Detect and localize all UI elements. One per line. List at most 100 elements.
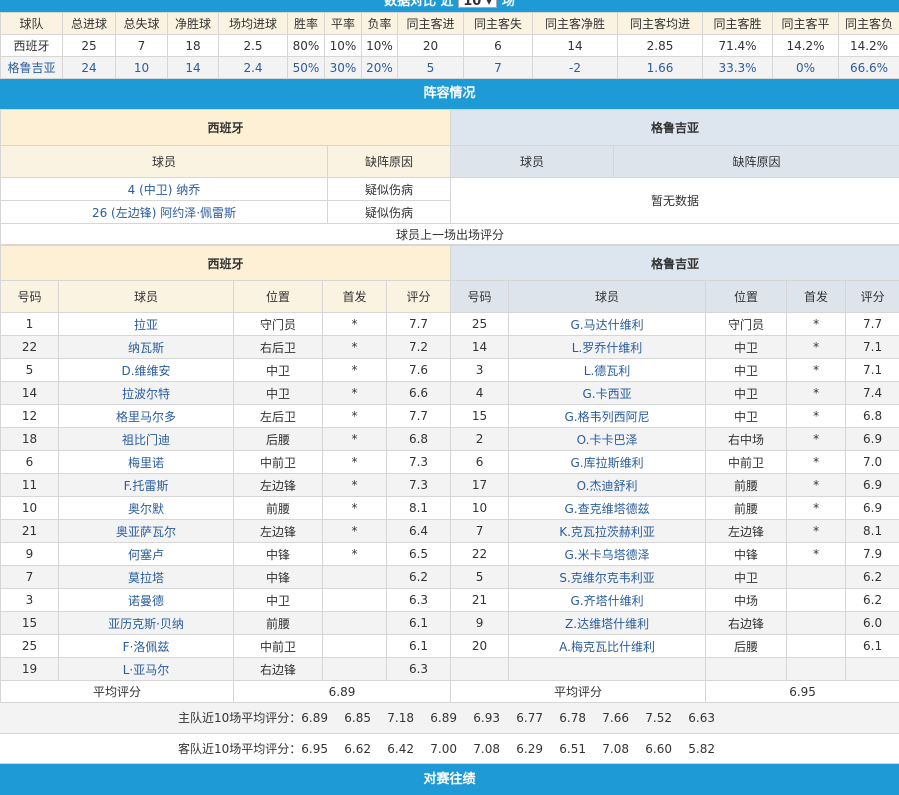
player-rating: 6.9 — [846, 497, 899, 520]
column-header: 总进球 — [63, 13, 116, 35]
player-link[interactable]: 何塞卢 — [59, 543, 234, 566]
player-number: 14 — [1, 382, 59, 405]
stat-cell: 14.2% — [773, 35, 839, 57]
player-link[interactable]: L.罗乔什维利 — [509, 336, 706, 359]
player-link[interactable]: Z.达维塔什维利 — [509, 612, 706, 635]
player-position: 中卫 — [706, 336, 787, 359]
player-link[interactable]: 祖比门迪 — [59, 428, 234, 451]
player-link[interactable]: 拉亚 — [59, 313, 234, 336]
player-rating: 6.9 — [846, 474, 899, 497]
player-link[interactable]: G.格韦列西阿尼 — [509, 405, 706, 428]
player-link[interactable]: G.卡西亚 — [509, 382, 706, 405]
player-link[interactable]: O.杰迪舒利 — [509, 474, 706, 497]
player-link[interactable]: G.库拉斯维利 — [509, 451, 706, 474]
player-link[interactable]: D.维维安 — [59, 359, 234, 382]
home-avg-rating: 6.89 — [234, 681, 451, 703]
player-position — [706, 658, 787, 681]
injured-player-link[interactable]: 4 (中卫) 纳乔 — [1, 178, 328, 201]
player-position: 中卫 — [234, 382, 323, 405]
player-link[interactable]: G.马达什维利 — [509, 313, 706, 336]
starter-mark: * — [323, 520, 387, 543]
player-link[interactable]: F.托雷斯 — [59, 474, 234, 497]
player-rating: 6.5 — [387, 543, 451, 566]
player-link[interactable]: 格里马尔多 — [59, 405, 234, 428]
player-link[interactable] — [509, 658, 706, 681]
column-header: 同主客平 — [773, 13, 839, 35]
stat-cell: -2 — [533, 57, 618, 79]
player-position: 后腰 — [706, 635, 787, 658]
recent-rating: 6.95 — [301, 734, 344, 764]
player-link[interactable]: 奥尔默 — [59, 497, 234, 520]
away-avg-rating: 6.95 — [706, 681, 899, 703]
player-position: 左边锋 — [234, 474, 323, 497]
player-position: 前腰 — [234, 497, 323, 520]
player-number: 20 — [451, 635, 509, 658]
team-name: 西班牙 — [1, 35, 63, 57]
player-position: 左边锋 — [234, 520, 323, 543]
column-header: 球员 — [509, 281, 706, 313]
starter-mark — [323, 589, 387, 612]
recent-rating: 7.18 — [387, 703, 430, 734]
player-position: 中锋 — [706, 543, 787, 566]
player-link[interactable]: G.齐塔什维利 — [509, 589, 706, 612]
starter-mark: * — [787, 359, 846, 382]
lineup-section-header: 阵容情况 — [0, 79, 899, 109]
player-rating: 7.2 — [387, 336, 451, 359]
recent-rating: 6.89 — [301, 703, 344, 734]
player-link[interactable]: 奥亚萨瓦尔 — [59, 520, 234, 543]
injured-player-link[interactable]: 26 (左边锋) 阿约泽·佩雷斯 — [1, 201, 328, 224]
starter-mark: * — [323, 336, 387, 359]
player-position: 中前卫 — [706, 451, 787, 474]
player-position: 左边锋 — [706, 520, 787, 543]
player-link[interactable]: 莫拉塔 — [59, 566, 234, 589]
column-header: 位置 — [706, 281, 787, 313]
player-position: 守门员 — [706, 313, 787, 336]
match-count-select[interactable]: 10 ▾ — [458, 0, 497, 8]
player-number: 2 — [451, 428, 509, 451]
starter-mark: * — [323, 497, 387, 520]
player-position: 前腰 — [234, 612, 323, 635]
player-number: 25 — [1, 635, 59, 658]
player-rating: 7.0 — [846, 451, 899, 474]
player-link[interactable]: F·洛佩兹 — [59, 635, 234, 658]
no-data-text: 暂无数据 — [451, 178, 899, 224]
player-link[interactable]: 纳瓦斯 — [59, 336, 234, 359]
player-link[interactable]: 拉波尔特 — [59, 382, 234, 405]
player-link[interactable]: 梅里诺 — [59, 451, 234, 474]
player-link[interactable]: 亚历克斯·贝纳 — [59, 612, 234, 635]
recent-rating: 5.82 — [688, 734, 731, 764]
last-rating-title: 球员上一场出场评分 — [1, 224, 899, 245]
player-number: 12 — [1, 405, 59, 428]
player-link[interactable]: K.克瓦拉茨赫利亚 — [509, 520, 706, 543]
player-rating: 6.6 — [387, 382, 451, 405]
stat-cell: 2.85 — [618, 35, 703, 57]
recent-rating: 6.63 — [688, 703, 731, 734]
player-link[interactable]: G.查克维塔德兹 — [509, 497, 706, 520]
player-link[interactable]: 诺曼德 — [59, 589, 234, 612]
column-header: 球队 — [1, 13, 63, 35]
player-link[interactable]: S.克维尔克韦利亚 — [509, 566, 706, 589]
player-number: 22 — [1, 336, 59, 359]
player-number: 3 — [451, 359, 509, 382]
starter-mark — [323, 635, 387, 658]
starter-mark — [787, 566, 846, 589]
column-header: 总失球 — [116, 13, 168, 35]
player-position: 后腰 — [234, 428, 323, 451]
player-link[interactable]: O.卡卡巴泽 — [509, 428, 706, 451]
injury-reason: 疑似伤病 — [328, 201, 451, 224]
starter-mark: * — [787, 428, 846, 451]
player-rating: 7.9 — [846, 543, 899, 566]
player-link[interactable]: L.德瓦利 — [509, 359, 706, 382]
player-number: 21 — [451, 589, 509, 612]
player-link[interactable]: G.米卡乌塔德泽 — [509, 543, 706, 566]
player-position: 中场 — [706, 589, 787, 612]
player-link[interactable]: L·亚马尔 — [59, 658, 234, 681]
col-reason: 缺阵原因 — [328, 146, 451, 178]
starter-mark — [323, 658, 387, 681]
starter-mark: * — [787, 543, 846, 566]
starter-mark: * — [787, 336, 846, 359]
player-link[interactable]: A.梅克瓦比什维利 — [509, 635, 706, 658]
